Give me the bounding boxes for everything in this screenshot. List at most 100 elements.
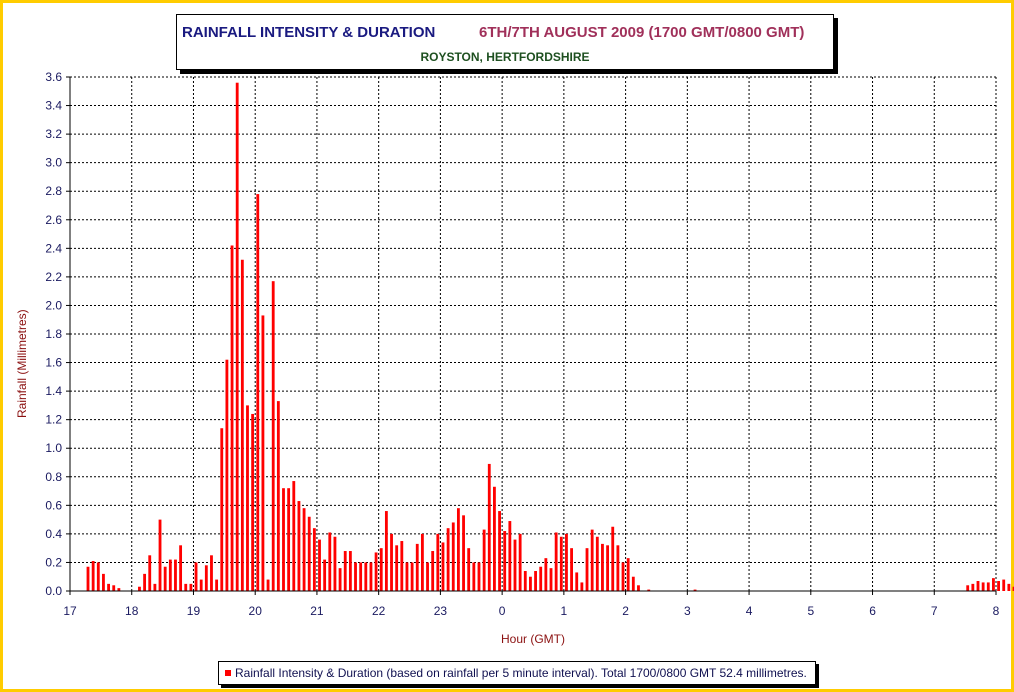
legend-text: Rainfall Intensity & Duration (based on … [235,666,807,680]
bar [148,555,152,591]
bar [503,531,507,591]
bar [343,551,347,591]
y-tick-label: 2.4 [45,241,62,255]
bar [508,521,512,591]
bar [410,562,414,591]
x-axis-label: Hour (GMT) [501,632,565,646]
bar [966,585,970,591]
bar [158,519,162,591]
chart-title-date: 6TH/7TH AUGUST 2009 (1700 GMT/0800 GMT) [479,24,805,41]
bar [992,578,995,591]
y-tick-label: 3.0 [45,156,62,170]
bar [379,548,383,591]
bar [637,585,640,591]
bar [184,583,188,591]
bar [590,529,594,591]
bar [240,259,244,591]
bar [436,533,440,591]
x-tick-label: 21 [310,604,324,618]
bar [595,536,599,591]
y-tick-label: 0.6 [45,498,62,512]
bar [606,545,610,591]
bar [971,583,975,591]
y-tick-label: 1.2 [45,413,62,427]
bar [544,558,548,591]
x-tick-label: 0 [499,604,506,618]
grid-lines [70,76,997,591]
bar [621,562,625,591]
bar [693,589,697,591]
bar [282,488,285,591]
bar [539,566,543,591]
bar [102,573,105,591]
x-tick-label: 19 [187,604,201,618]
bar [348,551,352,591]
bar [487,463,491,591]
y-tick-label: 2.2 [45,270,62,284]
bar [204,565,208,591]
bar [477,562,481,591]
y-tick-label: 1.6 [45,356,62,370]
bar [518,533,522,591]
x-tick-label: 6 [869,604,876,618]
bar [570,548,573,591]
x-tick-label: 22 [372,604,386,618]
chart-subtitle: ROYSTON, HERTFORDSHIRE [420,50,590,64]
y-tick-label: 1.8 [45,327,62,341]
bar [194,562,198,591]
x-tick-label: 5 [807,604,814,618]
bar [179,545,183,591]
bar [266,579,270,591]
x-tick-label: 8 [993,604,1000,618]
bar [405,562,409,591]
bar [549,568,553,591]
bar [523,571,527,591]
bar [302,508,306,591]
bar [86,566,90,591]
bar [163,566,167,591]
axes [66,76,997,595]
bar [235,82,239,591]
x-tick-label: 3 [684,604,691,618]
bar [565,533,568,591]
bar [220,428,224,591]
bar [318,539,321,591]
x-tick-label: 4 [746,604,753,618]
bar [312,528,316,591]
bar [472,562,476,591]
x-tick-label: 20 [249,604,263,618]
bar [986,582,990,591]
bar [225,359,229,591]
x-tick-label: 23 [434,604,448,618]
y-tick-label: 3.6 [45,70,62,84]
chart-title: RAINFALL INTENSITY & DURATION [182,24,436,41]
y-tick-label: 1.4 [45,384,62,398]
bar [251,413,255,591]
y-tick-label: 2.8 [45,184,62,198]
bar [1007,583,1011,591]
bar [107,583,110,591]
bar [117,588,121,591]
bar [230,245,234,591]
y-tick-label: 0.4 [45,527,62,541]
x-tick-label: 18 [125,604,139,618]
bar [400,541,404,591]
bar [328,532,332,591]
bar [611,526,615,591]
x-tick-labels: 17 18 19 20 21 22 23 0 1 2 3 4 5 6 7 8 [63,604,999,618]
bar [174,559,177,591]
bar [390,533,393,591]
bar [395,545,399,591]
bar [323,559,327,591]
bar [529,576,532,591]
bar [369,562,373,591]
bar [534,571,537,591]
bar [647,589,651,591]
bar [554,532,558,591]
bar [626,558,630,591]
bar [261,315,265,591]
y-tick-label: 0.0 [45,584,62,598]
bar [981,582,985,591]
bar [431,551,435,591]
bar [143,573,147,591]
